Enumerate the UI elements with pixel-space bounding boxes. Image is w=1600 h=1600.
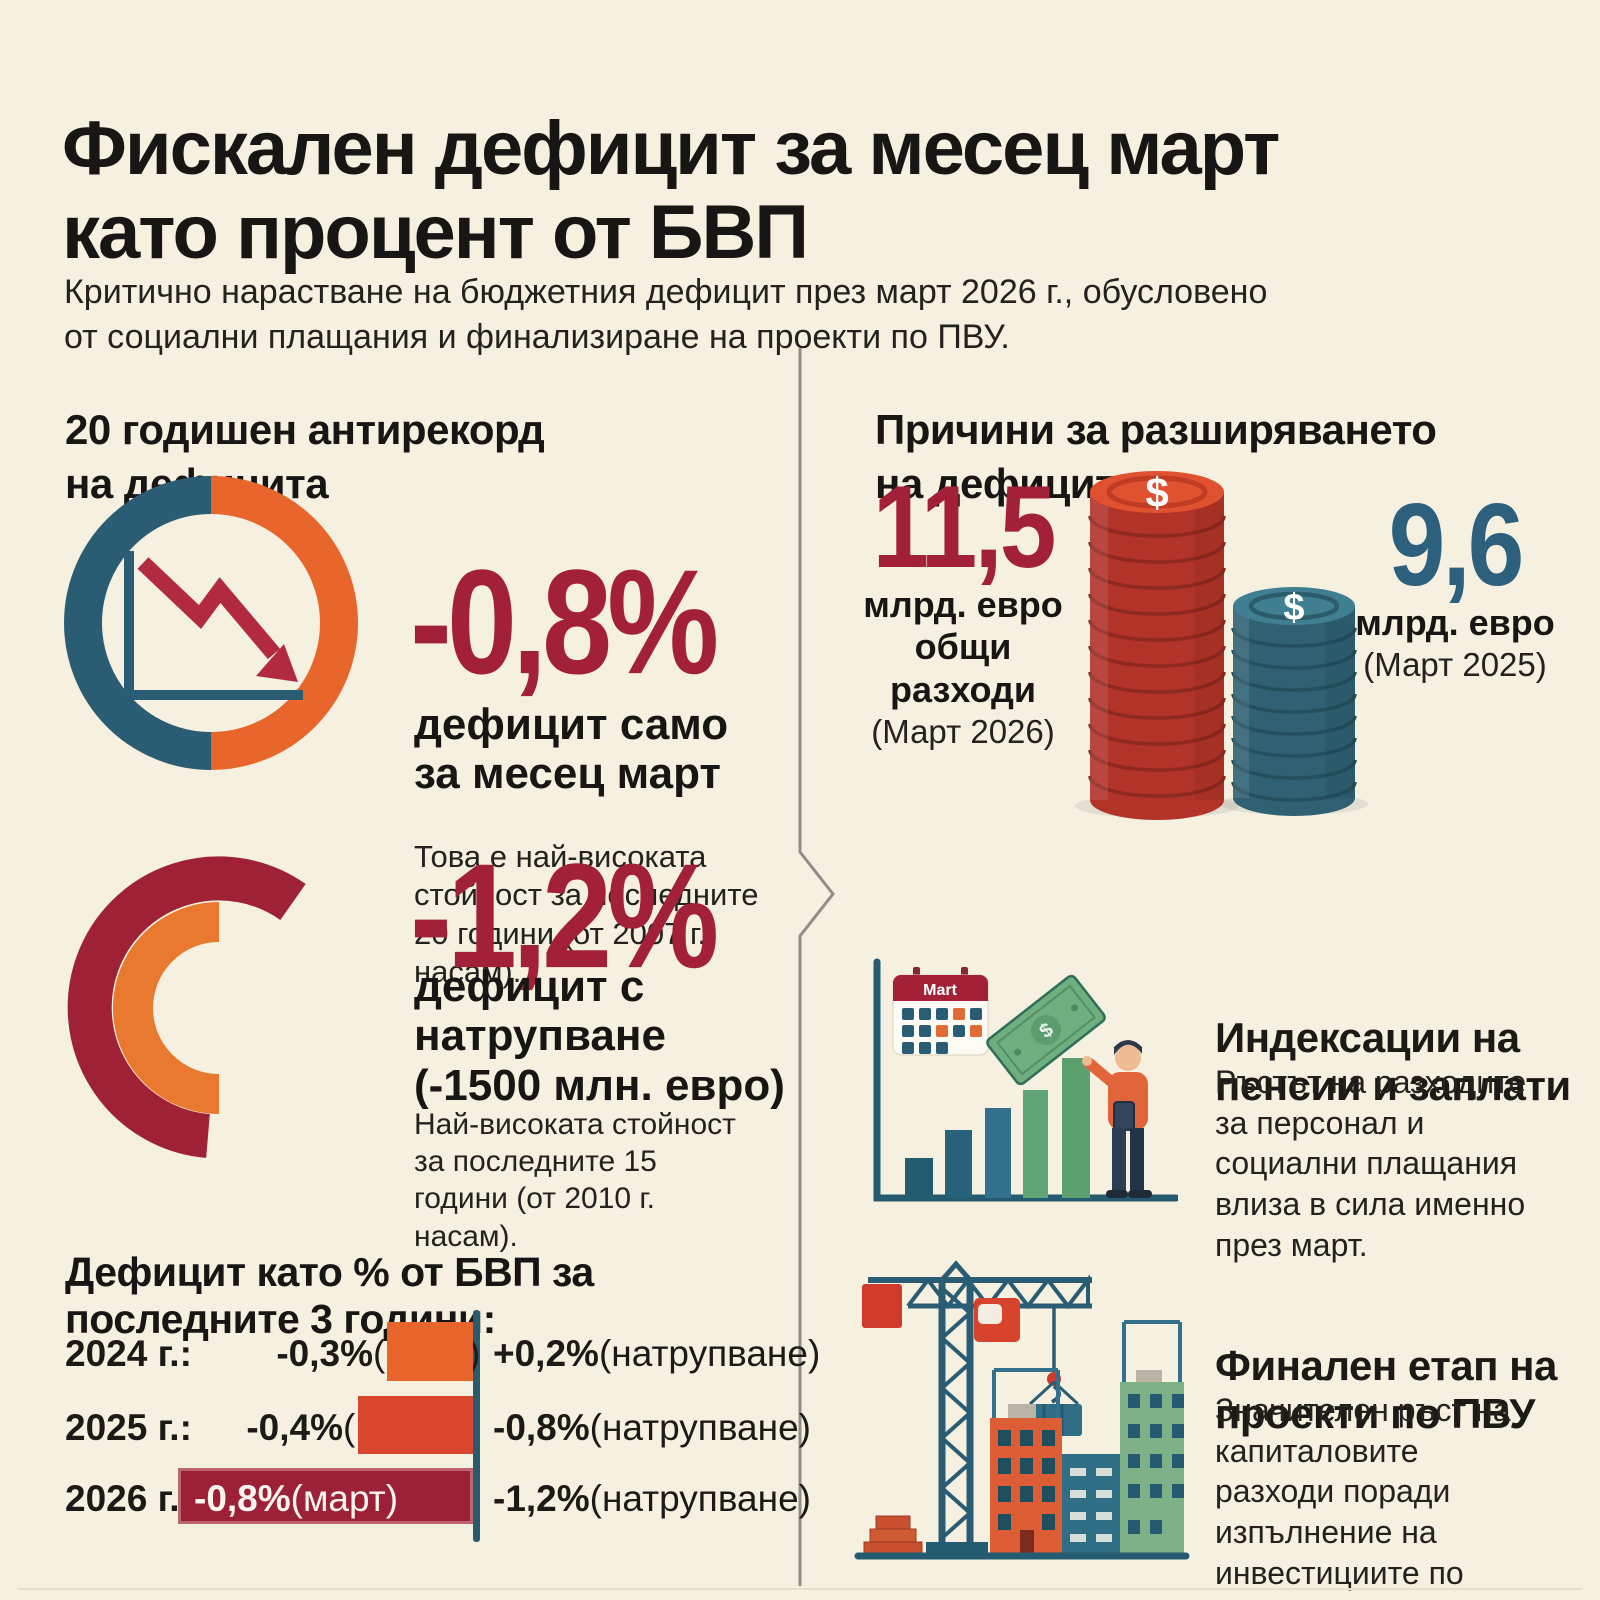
stat-march-deficit-value: -0,8% (410, 538, 719, 705)
march-value-2026: -0,8% (март) (194, 1478, 398, 1520)
stat-cumulative-label-line2: натрупване (414, 1011, 666, 1061)
page-subtitle-line2: от социални плащания и финализиране на п… (64, 318, 1010, 357)
expenses-2026-desc: общи разходи (890, 626, 1036, 710)
bottom-divider (18, 1588, 1582, 1590)
march-value-2024-number: -0,3% (276, 1333, 373, 1374)
stat-cumulative-deficit-note: Най-високата стойност за последните 15 г… (414, 1108, 736, 1253)
calendar-icon: Mart (892, 967, 989, 1056)
coin-stack-red-icon: $ (1075, 469, 1239, 820)
cumulative-value-2026-number: -1,2% (493, 1478, 590, 1519)
stat-cumulative-deficit-value: -1,2% (410, 832, 719, 999)
stat-march-deficit-label: дефицит само за месец март (414, 700, 728, 799)
person-figure (1082, 1040, 1152, 1198)
stat-march-label-line2: за месец март (414, 749, 721, 799)
march-bar-2026 (178, 1468, 473, 1524)
calendar-month-label: Mart (923, 982, 957, 999)
stat-cumulative-deficit: -1,2% (410, 841, 719, 990)
coin-stack-teal-icon: $ (1220, 587, 1368, 816)
march-value-2025: -0,4% (март) (103, 1407, 450, 1449)
banknote-icon: $ (986, 974, 1106, 1086)
gauge-ring-icon (67, 856, 306, 1158)
expenses-2026-value: 11,5 (872, 461, 1057, 593)
deficit-history-heading: Дефицит като % от БВП за последните 3 год… (65, 1249, 594, 1342)
reason-pensions-text: Ръстът на разходите за персонал и социал… (1215, 1064, 1527, 1263)
year-label-2024: 2024 г.: (65, 1333, 192, 1374)
reason-projects-heading-line1: Финален етап на (1215, 1342, 1557, 1389)
march-value-2024: -0,3% (март) (133, 1333, 480, 1375)
reason-pensions-heading-line1: Индексации на (1215, 1014, 1520, 1061)
pension-indexation-illustration: Mart $ (873, 958, 1178, 1202)
cumulative-suffix-2026: (натрупване) (589, 1478, 811, 1519)
reason-projects-heading-line2: проекти по ПВУ (1215, 1389, 1535, 1437)
section-heading-reasons: Причини за разширяването на дефицита (875, 403, 1437, 511)
page-title: Фискален дефицит за месец март като проце… (62, 105, 1280, 275)
construction-illustration (854, 1260, 1190, 1560)
year-label-2025: 2025 г.: (65, 1407, 192, 1448)
stat-march-label-line1: дефицит само (414, 700, 729, 749)
expenses-2026-period: (Март 2026) (871, 713, 1055, 751)
expenses-2025-unit: млрд. евро (1355, 602, 1555, 643)
march-suffix-2026: (март) (290, 1478, 399, 1519)
cumulative-value-2025-number: -0,8% (493, 1407, 590, 1448)
cumulative-value-2024: +0,2% (натрупване) (493, 1333, 820, 1375)
page-subtitle: Критично нарастване на бюджетния дефицит… (64, 270, 1267, 360)
expenses-2025-value: 9,6 (1388, 479, 1525, 611)
stat-total-expenses-2025: 9,6 млрд. евро (Март 2025) (1345, 486, 1565, 686)
cumulative-value-2025: -0,8% (натрупване) (493, 1407, 811, 1449)
stat-cumulative-label-line1: дефицит с (414, 962, 645, 1011)
stat-cumulative-deficit-label: дефицит с натрупване (-1500 млн. евро) (414, 962, 785, 1110)
reason-projects-text: Значителен ръст на капиталовите разходи … (1215, 1392, 1511, 1600)
cumulative-suffix-2024: (натрупване) (598, 1333, 821, 1374)
march-value-2025-number: -0,4% (246, 1407, 343, 1448)
trend-down-ring-icon (64, 476, 358, 770)
chart-axis (473, 1310, 480, 1542)
deficit-history-chart: Дефицит като % от БВП за последните 3 год… (65, 1215, 1535, 1600)
stat-march-deficit-note: Това е най-високата стойност за последни… (414, 839, 759, 990)
year-label-2026: 2026 г.: (65, 1478, 192, 1519)
reason-pensions-heading-line2: пенсии и заплати (1215, 1061, 1571, 1109)
history-heading-line1: Дефицит като % от БВП за (65, 1249, 594, 1296)
march-bar-2024 (387, 1322, 473, 1381)
coin-stacks-illustration: $ $ (1075, 469, 1368, 820)
stat-cumulative-label-line3: (-1500 млн. евро) (414, 1060, 785, 1110)
cumulative-value-2024-number: +0,2% (493, 1333, 599, 1374)
cumulative-value-2026: -1,2% (натрупване) (493, 1478, 811, 1520)
stat-total-expenses-2026: 11,5 млрд. евро общи разходи (Март 2026) (848, 468, 1078, 753)
stat-march-deficit: -0,8% (410, 547, 719, 696)
dollar-glyph-red-stack: $ (1145, 469, 1168, 516)
reason-pensions-heading: Индексации на пенсии и заплати (1215, 1014, 1571, 1110)
rising-bars-icon (905, 1058, 1090, 1198)
march-bar-2025 (358, 1396, 473, 1454)
buildings-icon (854, 1320, 1190, 1560)
expenses-2025-period: (Март 2025) (1363, 646, 1547, 684)
page-subtitle-line1: Критично нарастване на бюджетния дефицит… (64, 273, 1268, 311)
march-value-2026-number: -0,8% (194, 1478, 291, 1519)
dollar-glyph-teal-stack: $ (1283, 587, 1304, 629)
expenses-2026-unit: млрд. евро (863, 584, 1063, 625)
page-title-line1: Фискален дефицит за месец март (62, 105, 1280, 191)
reason-projects-heading: Финален етап на проекти по ПВУ (1215, 1342, 1557, 1438)
heading-antirecord-line1: 20 годишен антирекорд (65, 405, 545, 453)
cumulative-suffix-2025: (натрупване) (589, 1407, 811, 1448)
heading-reasons-line1: Причини за разширяването (875, 405, 1437, 453)
page-title-line2: като процент от БВП (62, 189, 809, 275)
